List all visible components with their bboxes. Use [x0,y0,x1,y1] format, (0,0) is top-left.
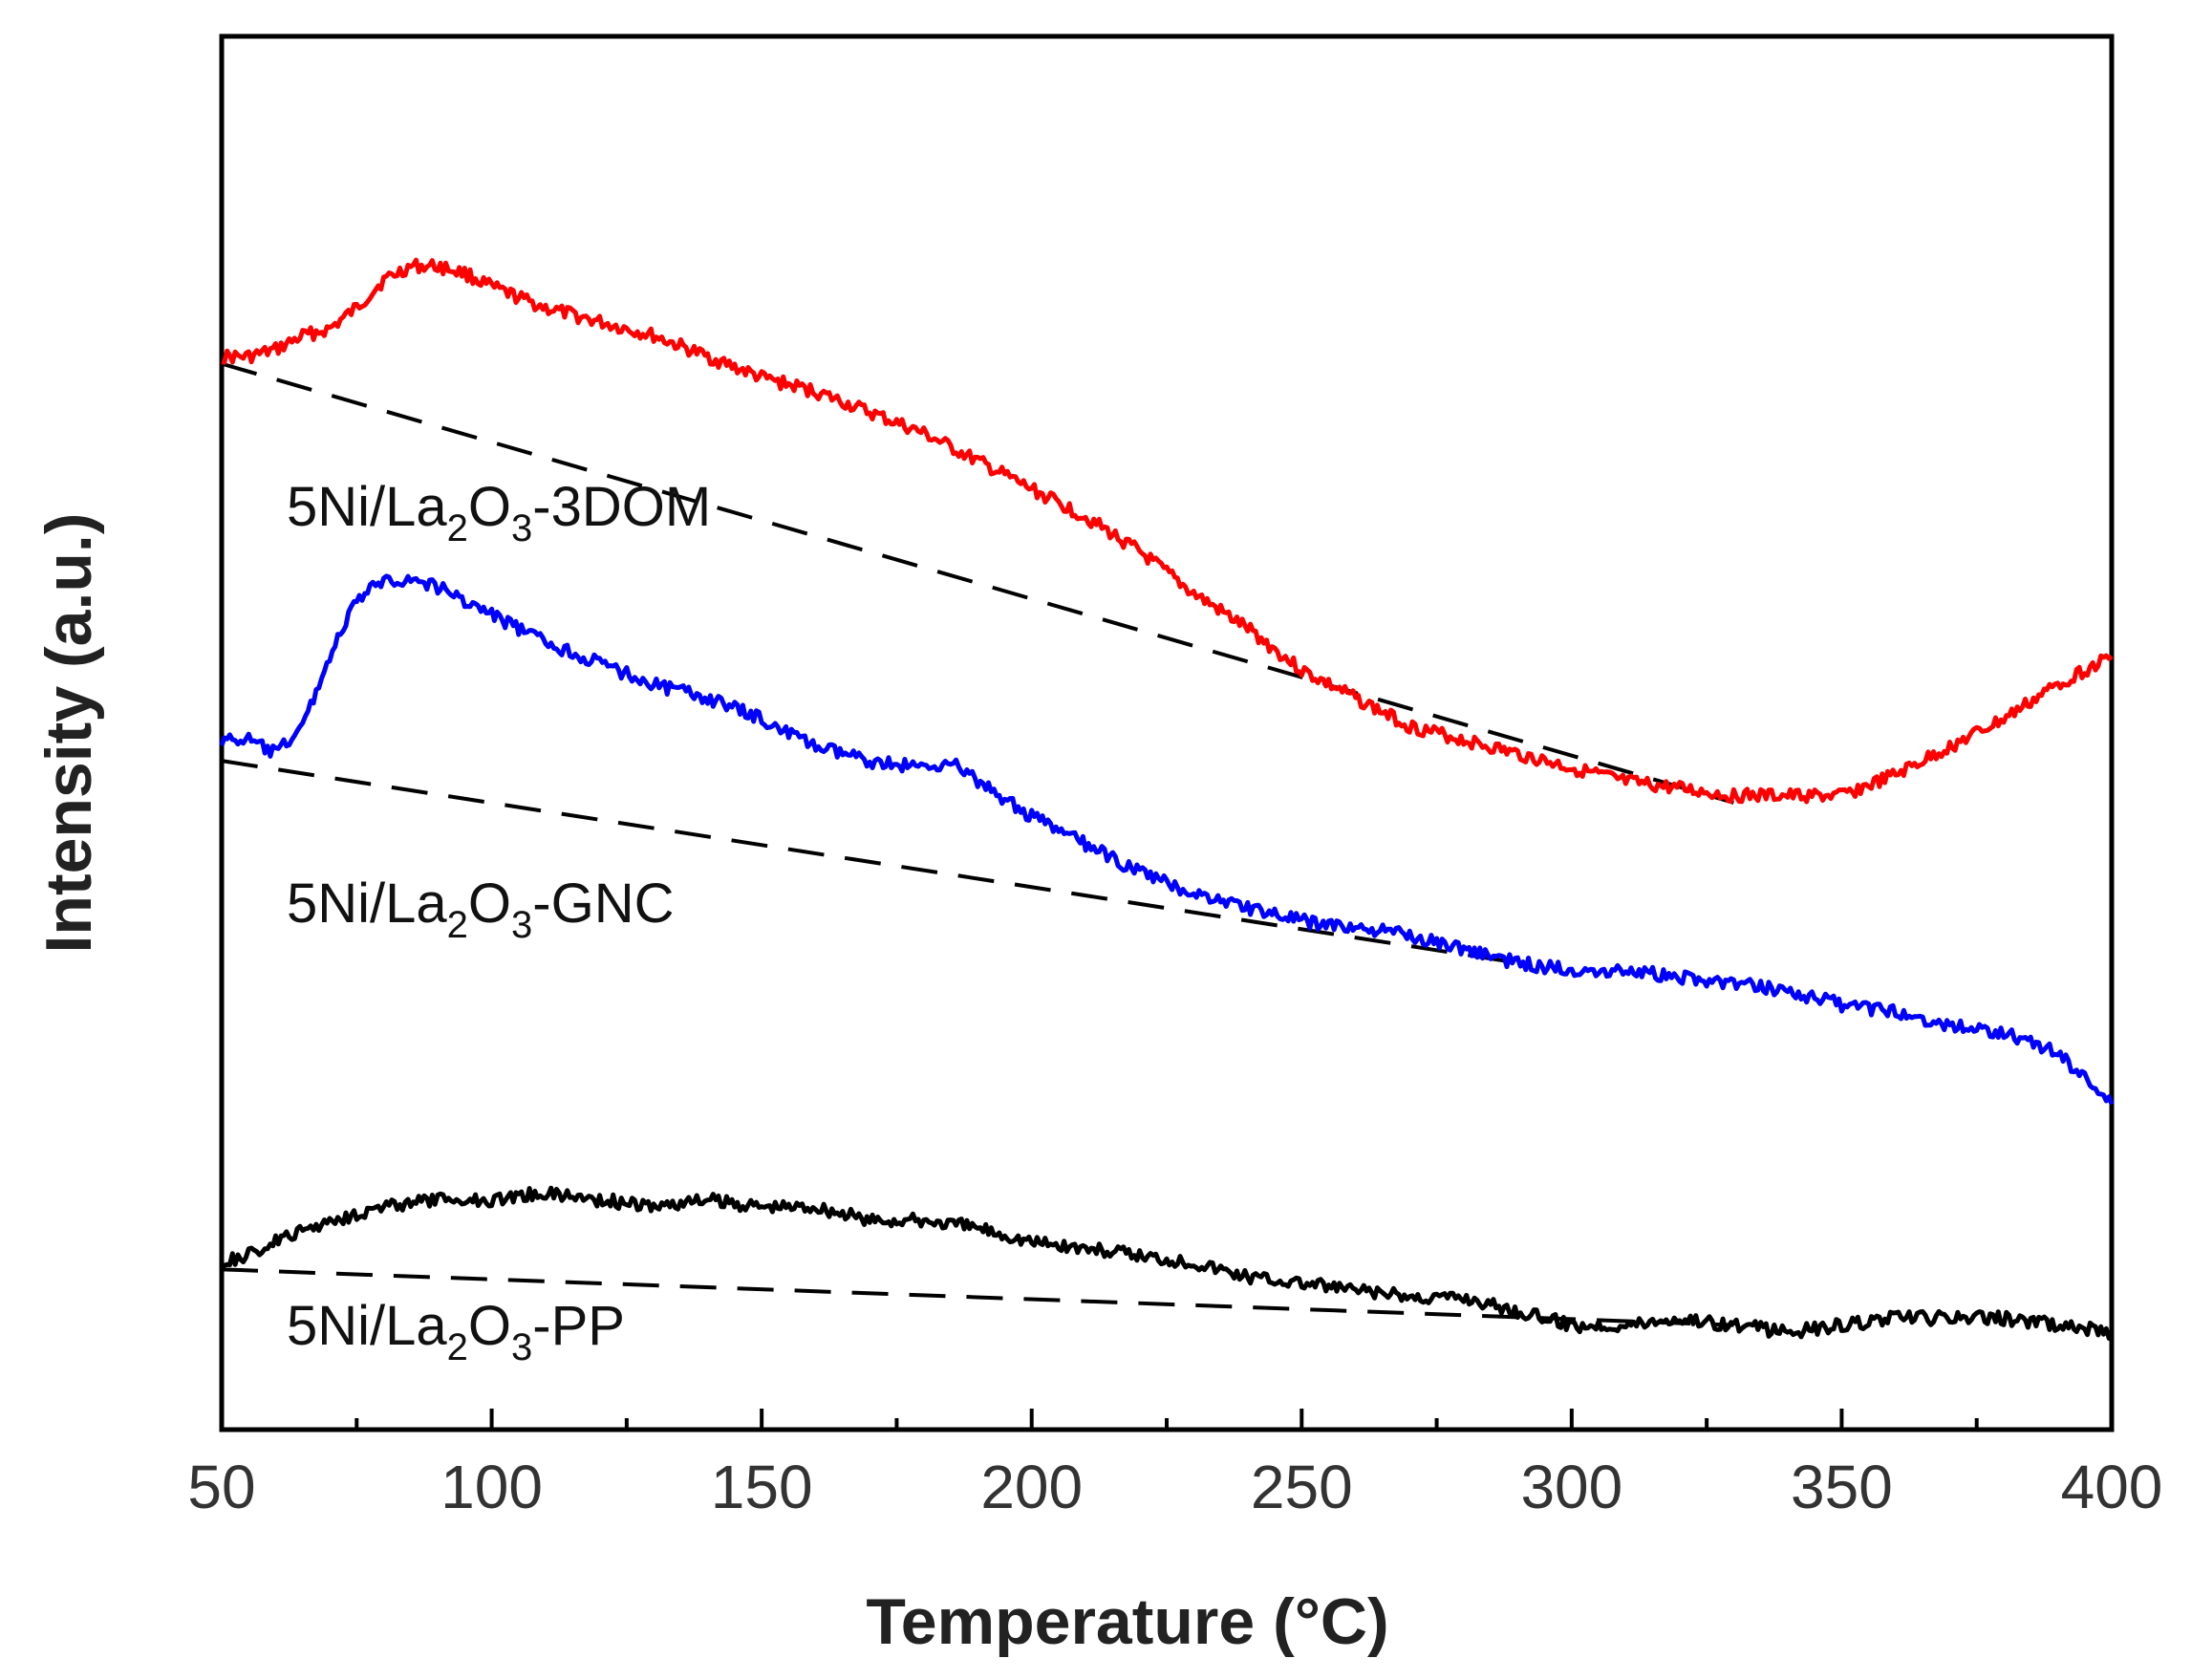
label-pp-main: 5Ni/La [287,1295,447,1357]
baseline-1 [221,759,1518,965]
x-tick-label: 200 [980,1453,1083,1521]
x-tick-label: 250 [1251,1453,1353,1521]
series-label-pp: 5Ni/La2O3-PP [287,1295,625,1368]
label-3dom-main: 5Ni/La [287,476,447,538]
series-label-gnc: 5Ni/La2O3-GNC [287,872,674,946]
plot-frame [219,33,2115,1432]
label-pp-sub1: 2 [447,1326,468,1368]
baseline-2 [221,1267,1734,1327]
x-tick-label: 100 [440,1453,543,1521]
label-pp-tail: -PP [532,1295,625,1357]
baselines-layer [221,361,1734,1327]
series-line-1 [219,573,2115,1106]
series-line-2 [220,1185,2114,1341]
x-tick-label: 300 [1520,1453,1622,1521]
series-layer [219,257,2115,1341]
label-gnc-sub1: 2 [447,904,468,946]
label-3dom-mid: O [468,476,511,538]
x-axis-ticks: 50 100 150 200 250 300 350 400 [187,1409,2162,1521]
baseline-0 [221,361,1734,805]
label-3dom-sub2: 3 [511,507,532,549]
label-gnc-tail: -GNC [532,872,674,935]
label-3dom-sub1: 2 [447,507,468,549]
label-gnc-sub2: 3 [511,904,532,946]
x-tick-label: 350 [1791,1453,1893,1521]
label-3dom-tail: -3DOM [532,476,711,538]
x-tick-label: 400 [2061,1453,2163,1521]
series-label-3dom: 5Ni/La2O3-3DOM [287,476,711,549]
label-gnc-main: 5Ni/La [287,872,447,935]
label-pp-mid: O [468,1295,511,1357]
x-tick-label: 50 [187,1453,255,1521]
series-line-0 [221,257,2114,805]
label-gnc-mid: O [468,872,511,935]
label-pp-sub2: 3 [511,1326,532,1368]
x-tick-label: 150 [711,1453,813,1521]
y-axis-title: Intensity (a.u.) [32,513,105,954]
x-axis-title: Temperature (°C) [866,1585,1388,1658]
